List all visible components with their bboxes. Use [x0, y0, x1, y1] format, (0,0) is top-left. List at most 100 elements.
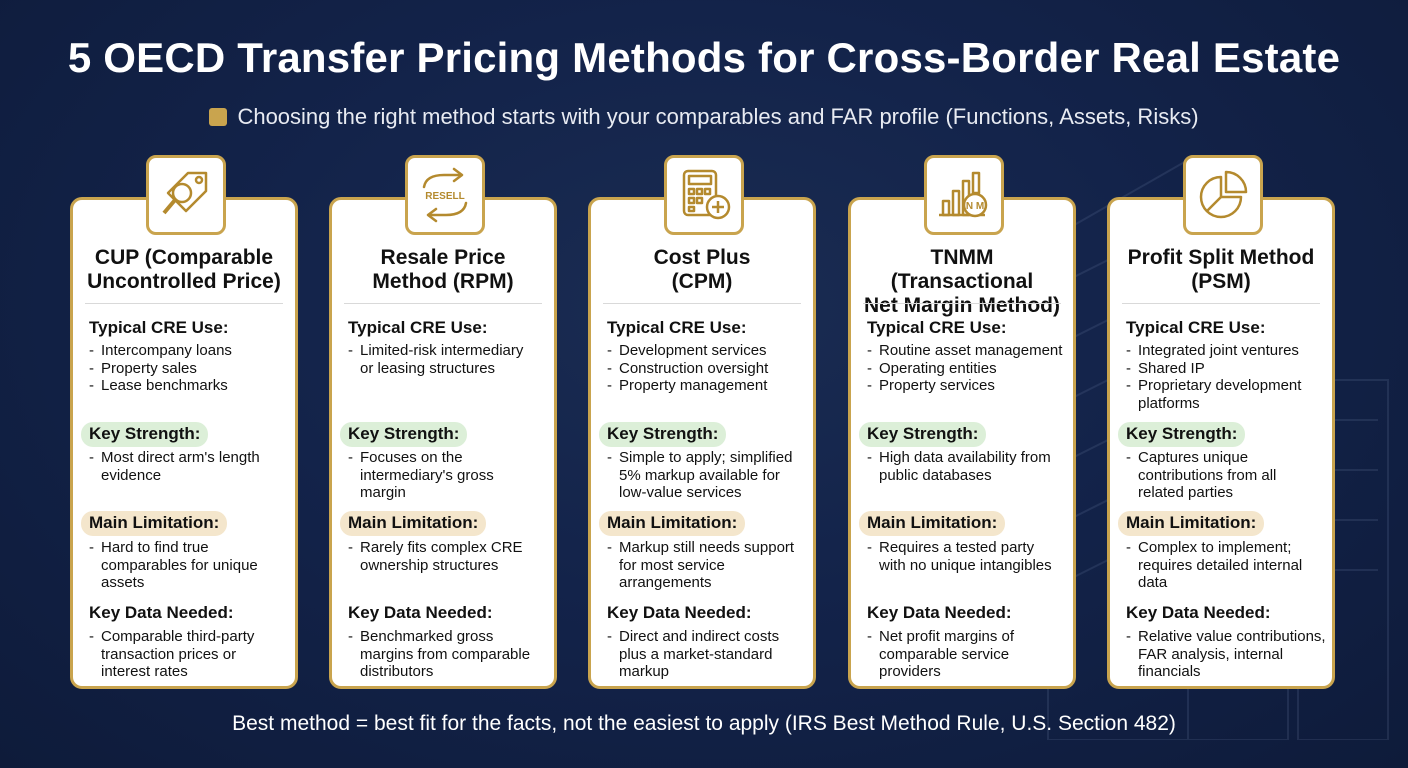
list-item: Simple to apply; simplified 5% markup av…: [607, 449, 803, 502]
limitation-list: Hard to find true comparables for unique…: [89, 539, 265, 592]
strength-list: Most direct arm's length evidence: [89, 449, 265, 484]
list-item: Requires a tested party with no unique i…: [867, 539, 1061, 574]
card-title-line: Net Margin Method): [864, 294, 1060, 317]
key-strength-pill: Key Strength:: [1118, 422, 1246, 447]
limitation-list: Complex to implement; requires detailed …: [1126, 539, 1312, 592]
main-limitation-pill: Main Limitation:: [859, 511, 1006, 536]
list-item: Property management: [607, 377, 807, 395]
page-title: 5 OECD Transfer Pricing Methods for Cros…: [67, 34, 1341, 81]
data-list: Comparable third-party transaction price…: [89, 628, 265, 681]
main-limitation-pill: Main Limitation:: [340, 511, 487, 536]
limitation-list: Requires a tested party with no unique i…: [867, 539, 1061, 574]
method-card-rpm: Resale Price Method (RPM) Typical CRE Us…: [329, 197, 557, 689]
list-item: Intercompany loans: [89, 342, 289, 360]
card-title-line: Method (RPM): [372, 270, 514, 293]
list-item: Property sales: [89, 360, 289, 378]
main-limitation-pill: Main Limitation:: [81, 511, 228, 536]
use-list: Limited-risk intermediary or leasing str…: [348, 342, 540, 377]
list-item: Property services: [867, 377, 1067, 395]
use-list: Development services Construction oversi…: [607, 342, 807, 395]
svg-text:RESELL: RESELL: [425, 191, 464, 202]
section-label-data: Key Data Needed:: [348, 603, 493, 622]
list-item: High data availability from public datab…: [867, 449, 1063, 484]
card-title-line: (CPM): [671, 270, 733, 293]
list-item: Development services: [607, 342, 807, 360]
limitation-list: Markup still needs support for most serv…: [607, 539, 803, 592]
list-item: Rarely fits complex CRE ownership struct…: [348, 539, 534, 574]
method-card-tnmm: TNMM (Transactional Net Margin Method) T…: [848, 197, 1076, 689]
key-strength-pill: Key Strength:: [859, 422, 987, 447]
list-item: Direct and indirect costs plus a market-…: [607, 628, 799, 681]
use-list: Routine asset management Operating entit…: [867, 342, 1067, 395]
list-item: Proprietary development platforms: [1126, 377, 1318, 412]
divider: [85, 303, 283, 304]
card-title: Resale Price Method (RPM): [338, 246, 548, 294]
section-label-use: Typical CRE Use:: [1126, 318, 1266, 337]
calculator-plus-icon: [664, 155, 744, 235]
list-item: Captures unique contributions from all r…: [1126, 449, 1292, 502]
list-item: Benchmarked gross margins from comparabl…: [348, 628, 540, 681]
strength-list: Captures unique contributions from all r…: [1126, 449, 1292, 502]
list-item: Routine asset management: [867, 342, 1067, 360]
section-label-use: Typical CRE Use:: [867, 318, 1007, 337]
bar-chart-coin-icon: N M: [924, 155, 1004, 235]
divider: [1122, 303, 1320, 304]
card-title-line: Cost Plus: [653, 246, 751, 269]
card-title: Cost Plus (CPM): [597, 246, 807, 294]
card-title: Profit Split Method (PSM): [1116, 246, 1326, 294]
list-item: Complex to implement; requires detailed …: [1126, 539, 1312, 592]
card-title-line: Uncontrolled Price): [87, 270, 281, 293]
list-item: Comparable third-party transaction price…: [89, 628, 265, 681]
section-label-data: Key Data Needed:: [1126, 603, 1271, 622]
card-title-line: Resale Price: [380, 246, 506, 269]
key-strength-pill: Key Strength:: [340, 422, 468, 447]
section-label-use: Typical CRE Use:: [348, 318, 488, 337]
use-list: Integrated joint ventures Shared IP Prop…: [1126, 342, 1318, 412]
list-item: Net profit margins of comparable service…: [867, 628, 1033, 681]
strength-list: Focuses on the intermediary's gross marg…: [348, 449, 514, 502]
price-tag-magnifier-icon: [146, 155, 226, 235]
svg-text:N M: N M: [966, 201, 984, 212]
section-label-data: Key Data Needed:: [867, 603, 1012, 622]
list-item: Shared IP: [1126, 360, 1318, 378]
method-card-cpm: Cost Plus (CPM) Typical CRE Use: Develop…: [588, 197, 816, 689]
divider: [863, 303, 1061, 304]
list-item: Most direct arm's length evidence: [89, 449, 265, 484]
list-item: Relative value contributions, FAR analys…: [1126, 628, 1330, 681]
section-label-data: Key Data Needed:: [607, 603, 752, 622]
use-list: Intercompany loans Property sales Lease …: [89, 342, 289, 395]
bullet-square-icon: [209, 108, 228, 126]
card-title: CUP (Comparable Uncontrolled Price): [79, 246, 289, 294]
data-list: Relative value contributions, FAR analys…: [1126, 628, 1330, 681]
list-item: Focuses on the intermediary's gross marg…: [348, 449, 514, 502]
section-label-use: Typical CRE Use:: [89, 318, 229, 337]
subtitle: Choosing the right method starts with yo…: [0, 104, 1408, 130]
card-title-line: CUP (Comparable: [94, 246, 274, 269]
strength-list: High data availability from public datab…: [867, 449, 1063, 484]
method-card-psm: Profit Split Method (PSM) Typical CRE Us…: [1107, 197, 1335, 689]
list-item: Construction oversight: [607, 360, 807, 378]
section-label-use: Typical CRE Use:: [607, 318, 747, 337]
list-item: Hard to find true comparables for unique…: [89, 539, 265, 592]
key-strength-pill: Key Strength:: [599, 422, 727, 447]
list-item: Markup still needs support for most serv…: [607, 539, 803, 592]
key-strength-pill: Key Strength:: [81, 422, 209, 447]
data-list: Direct and indirect costs plus a market-…: [607, 628, 799, 681]
footer-note: Best method = best fit for the facts, no…: [232, 712, 1176, 735]
main-limitation-pill: Main Limitation:: [599, 511, 746, 536]
strength-list: Simple to apply; simplified 5% markup av…: [607, 449, 803, 502]
card-title-line: TNMM (Transactional: [890, 246, 1034, 293]
card-title-line: (PSM): [1191, 270, 1251, 293]
main-limitation-pill: Main Limitation:: [1118, 511, 1265, 536]
list-item: Lease benchmarks: [89, 377, 289, 395]
limitation-list: Rarely fits complex CRE ownership struct…: [348, 539, 534, 574]
subtitle-text: Choosing the right method starts with yo…: [237, 104, 1199, 129]
list-item: Operating entities: [867, 360, 1067, 378]
card-title-line: Profit Split Method: [1127, 246, 1315, 269]
divider: [603, 303, 801, 304]
pie-chart-icon: [1183, 155, 1263, 235]
method-card-cup: CUP (Comparable Uncontrolled Price) Typi…: [70, 197, 298, 689]
data-list: Net profit margins of comparable service…: [867, 628, 1033, 681]
section-label-data: Key Data Needed:: [89, 603, 234, 622]
divider: [344, 303, 542, 304]
